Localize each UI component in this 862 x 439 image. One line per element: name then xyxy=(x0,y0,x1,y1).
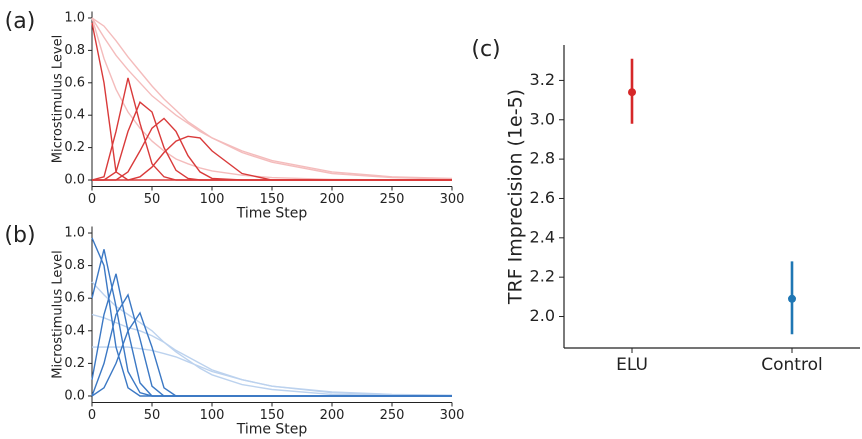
y-tick-label: 3.2 xyxy=(530,70,555,89)
curve xyxy=(91,17,453,180)
y-tick-label: 0.4 xyxy=(64,323,85,338)
y-tick-label: 0.2 xyxy=(64,140,85,155)
y-axis-label: TRF Imprecision (1e-5) xyxy=(505,89,527,305)
x-tick-label: 50 xyxy=(144,192,161,207)
x-tick-label: 250 xyxy=(380,192,405,207)
x-tick-label: 300 xyxy=(440,192,465,207)
y-tick-label: 1.0 xyxy=(64,10,85,25)
x-tick-label: 50 xyxy=(144,408,161,423)
y-tick-label: 0.6 xyxy=(64,75,85,90)
y-axis-label: Microstimulus Level xyxy=(51,250,66,378)
y-tick-label: 0.2 xyxy=(64,356,85,371)
x-tick-label: 200 xyxy=(320,408,345,423)
curve xyxy=(91,77,452,181)
y-tick-label: 0.4 xyxy=(64,108,85,123)
y-tick-label: 3.0 xyxy=(530,109,555,128)
y-tick-label: 0.8 xyxy=(64,43,85,58)
panel-label: (b) xyxy=(4,223,35,248)
y-tick-label: 0.0 xyxy=(64,173,85,188)
x-axis-label: Time Step xyxy=(236,206,308,222)
curve xyxy=(92,135,452,181)
curve xyxy=(91,17,453,181)
x-tick-label: 300 xyxy=(440,408,465,423)
y-tick-label: 0.6 xyxy=(64,291,85,306)
y-tick-label: 0.8 xyxy=(64,258,85,273)
curve xyxy=(92,117,452,181)
x-tick-label: 150 xyxy=(260,408,285,423)
point xyxy=(788,294,796,303)
panel-label: (c) xyxy=(471,37,500,62)
x-tick-label: 100 xyxy=(200,192,225,207)
curve xyxy=(91,311,452,397)
x-tick-label: ELU xyxy=(616,355,648,375)
curve xyxy=(91,273,452,397)
x-tick-label: 150 xyxy=(260,192,285,207)
curve xyxy=(91,237,452,397)
x-axis-label: Time Step xyxy=(236,422,308,438)
y-tick-label: 1.0 xyxy=(64,226,85,241)
curve xyxy=(91,249,452,397)
panel-label: (a) xyxy=(5,9,36,34)
x-tick-label: 250 xyxy=(380,408,405,423)
y-tick-label: 2.6 xyxy=(530,188,555,207)
x-tick-label: 0 xyxy=(88,192,96,207)
y-tick-label: 2.2 xyxy=(530,267,555,286)
y-axis-label: Microstimulus Level xyxy=(51,35,66,163)
curve xyxy=(91,22,452,181)
y-tick-label: 2.0 xyxy=(530,306,555,325)
x-tick-label: 200 xyxy=(320,192,345,207)
point xyxy=(628,88,636,97)
x-tick-label: Control xyxy=(761,355,822,375)
y-tick-label: 2.4 xyxy=(530,227,555,246)
curve xyxy=(91,281,453,397)
x-tick-label: 0 xyxy=(88,408,96,423)
x-tick-label: 100 xyxy=(200,408,225,423)
y-tick-label: 2.8 xyxy=(530,149,555,168)
curve xyxy=(91,17,453,180)
curve xyxy=(91,293,452,397)
y-tick-label: 0.0 xyxy=(64,388,85,403)
curve xyxy=(92,346,453,396)
